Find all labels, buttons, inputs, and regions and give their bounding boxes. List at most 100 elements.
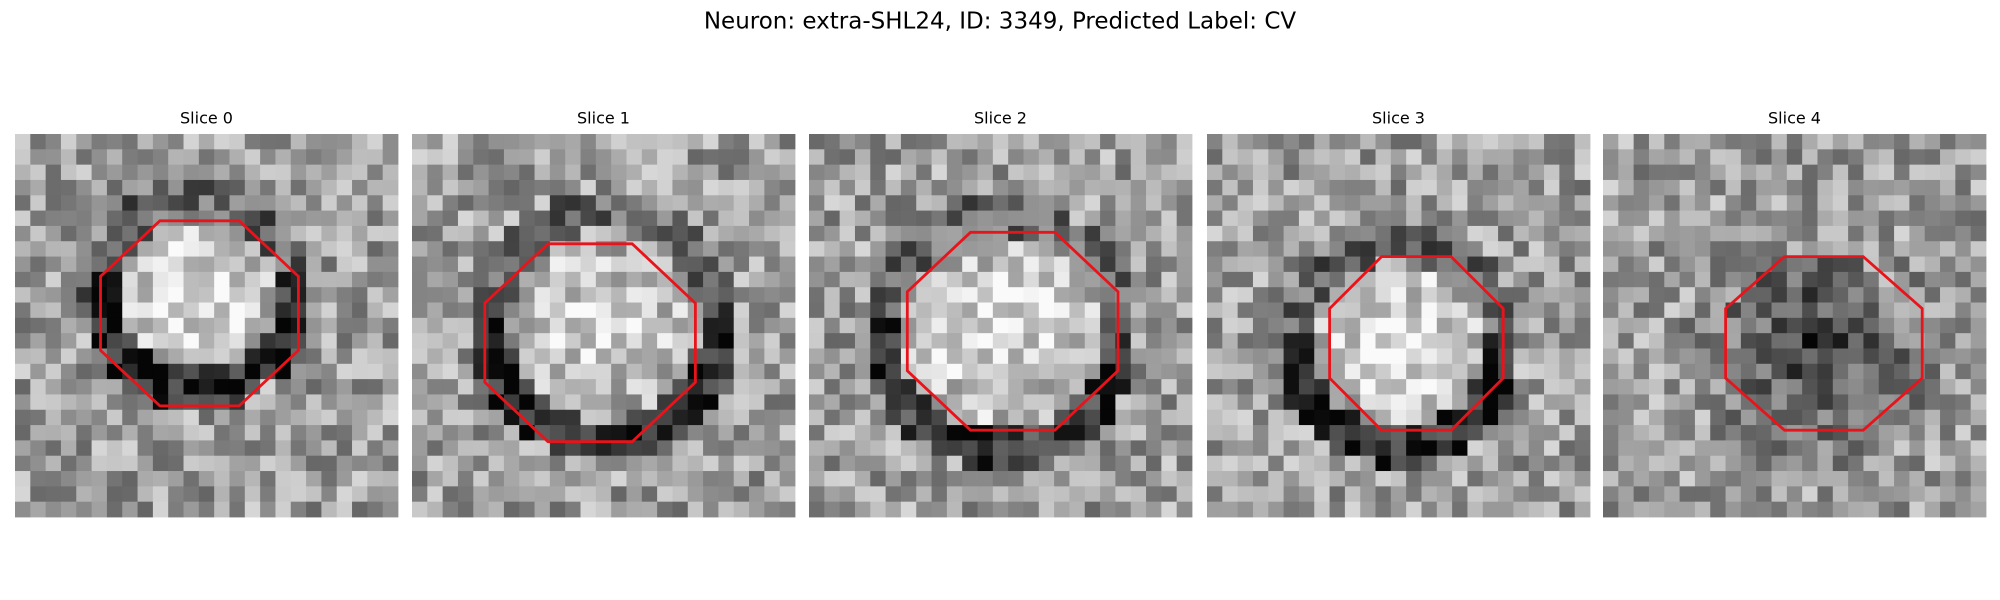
pixel bbox=[1710, 302, 1726, 319]
pixel bbox=[168, 379, 184, 395]
pixel bbox=[870, 317, 886, 334]
pixel bbox=[229, 348, 246, 365]
pixel bbox=[122, 394, 138, 411]
pixel bbox=[503, 379, 520, 395]
pixel bbox=[1008, 195, 1024, 211]
pixel bbox=[382, 363, 399, 380]
pixel bbox=[580, 271, 597, 288]
pixel bbox=[1207, 440, 1223, 457]
pixel bbox=[106, 210, 123, 227]
pixel bbox=[1344, 348, 1361, 365]
pixel bbox=[260, 333, 276, 349]
pixel bbox=[1360, 379, 1376, 395]
pixel bbox=[503, 471, 520, 487]
pixel bbox=[198, 149, 215, 166]
pixel bbox=[290, 440, 307, 457]
pixel bbox=[183, 179, 200, 196]
pixel bbox=[106, 363, 123, 380]
pixel bbox=[1878, 455, 1895, 472]
pixel bbox=[1710, 440, 1726, 457]
pixel bbox=[1100, 471, 1116, 487]
pixel bbox=[1756, 317, 1772, 334]
pixel bbox=[1023, 302, 1040, 319]
pixel bbox=[1130, 317, 1147, 334]
pixel bbox=[1710, 179, 1726, 196]
pixel bbox=[1467, 471, 1484, 487]
pixel bbox=[946, 455, 963, 472]
pixel bbox=[1648, 455, 1665, 472]
pixel bbox=[1207, 471, 1223, 487]
pixel bbox=[854, 348, 871, 365]
pixel bbox=[1817, 241, 1834, 257]
pixel bbox=[290, 363, 307, 380]
pixel bbox=[1498, 409, 1514, 426]
pixel bbox=[30, 394, 47, 411]
pixel bbox=[1786, 379, 1803, 395]
pixel bbox=[352, 287, 368, 303]
pixel bbox=[503, 440, 520, 457]
pixel bbox=[1802, 256, 1818, 273]
pixel bbox=[854, 394, 871, 411]
pixel bbox=[457, 348, 474, 365]
pixel bbox=[1329, 409, 1346, 426]
pixel bbox=[916, 241, 932, 257]
pixel bbox=[1023, 256, 1040, 273]
pixel bbox=[764, 455, 781, 472]
pixel bbox=[473, 149, 489, 166]
pixel bbox=[1528, 348, 1545, 365]
pixel bbox=[45, 409, 62, 426]
pixel bbox=[1421, 317, 1438, 334]
pixel bbox=[1161, 302, 1178, 319]
pixel bbox=[1084, 394, 1101, 411]
pixel bbox=[992, 134, 1009, 150]
pixel bbox=[854, 486, 871, 503]
pixel bbox=[1482, 486, 1499, 503]
pixel bbox=[580, 210, 597, 227]
pixel bbox=[1023, 425, 1040, 441]
pixel bbox=[1314, 302, 1330, 319]
pixel bbox=[1146, 486, 1162, 503]
pixel bbox=[1375, 164, 1392, 181]
pixel bbox=[1084, 225, 1101, 242]
pixel bbox=[565, 256, 581, 273]
pixel bbox=[1069, 348, 1086, 365]
pixel bbox=[1679, 394, 1696, 411]
pixel bbox=[900, 409, 917, 426]
pixel bbox=[60, 425, 77, 441]
pixel bbox=[214, 134, 230, 150]
pixel bbox=[1618, 149, 1635, 166]
pixel bbox=[916, 333, 932, 349]
pixel bbox=[457, 333, 474, 349]
pixel bbox=[1268, 302, 1284, 319]
pixel bbox=[457, 256, 474, 273]
pixel bbox=[565, 179, 581, 196]
pixel bbox=[1955, 302, 1972, 319]
pixel bbox=[1344, 271, 1361, 288]
pixel bbox=[412, 471, 428, 487]
pixel bbox=[15, 241, 31, 257]
pixel bbox=[15, 271, 31, 288]
pixel bbox=[1130, 271, 1147, 288]
pixel bbox=[1298, 210, 1315, 227]
pixel bbox=[1863, 225, 1880, 242]
pixel bbox=[1482, 149, 1499, 166]
pixel bbox=[749, 471, 765, 487]
pixel bbox=[1023, 333, 1040, 349]
pixel bbox=[1970, 210, 1987, 227]
pixel bbox=[1513, 256, 1530, 273]
pixel bbox=[962, 455, 978, 472]
pixel bbox=[1498, 225, 1514, 242]
pixel bbox=[1038, 333, 1055, 349]
pixel bbox=[749, 317, 765, 334]
pixel bbox=[91, 409, 108, 426]
pixel bbox=[412, 210, 428, 227]
panel-title: Slice 1 bbox=[577, 109, 630, 128]
pixel bbox=[1863, 471, 1880, 487]
pixel bbox=[1298, 317, 1315, 334]
pixel bbox=[1694, 471, 1711, 487]
pixel bbox=[1603, 363, 1619, 380]
pixel bbox=[580, 164, 597, 181]
pixel bbox=[749, 379, 765, 395]
pixel bbox=[45, 501, 62, 518]
pixel bbox=[580, 195, 597, 211]
